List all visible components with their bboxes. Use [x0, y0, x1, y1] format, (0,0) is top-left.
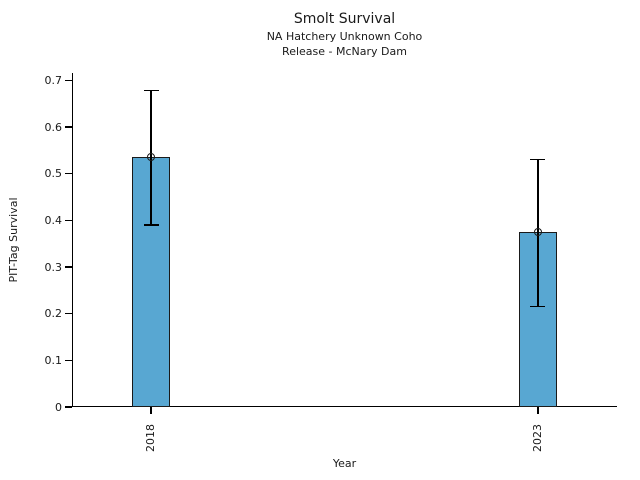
chart-subtitle-line1: NA Hatchery Unknown Coho — [266, 30, 423, 43]
x-axis-title: Year — [332, 457, 357, 470]
y-tick-label: 0.3 — [44, 260, 63, 274]
x-axis-tick — [150, 407, 152, 414]
y-tick-label: 0.5 — [44, 167, 63, 181]
y-axis-tick — [65, 173, 72, 175]
y-tick-label: 0 — [55, 400, 62, 414]
y-tick-label: 0.2 — [44, 307, 63, 321]
plot-area — [72, 73, 617, 407]
y-axis-tick — [65, 126, 72, 128]
x-axis-tick — [537, 407, 539, 414]
y-tick-label: 0.1 — [44, 353, 63, 367]
y-axis-tick — [65, 313, 72, 315]
y-axis-tick — [65, 219, 72, 222]
y-axis-tick — [65, 266, 72, 268]
chart-subtitle-line2: Release - McNary Dam — [282, 45, 407, 58]
y-axis-tick — [65, 359, 72, 361]
chart-title: Smolt Survival — [293, 11, 396, 27]
y-axis-tick — [65, 406, 72, 408]
y-axis-title: PIT-Tag Survival — [7, 197, 20, 283]
y-tick-label: 0.6 — [44, 120, 63, 134]
y-tick-label: 0.4 — [44, 213, 63, 227]
y-tick-label: 0.7 — [44, 74, 63, 87]
y-axis-tick — [65, 79, 72, 82]
